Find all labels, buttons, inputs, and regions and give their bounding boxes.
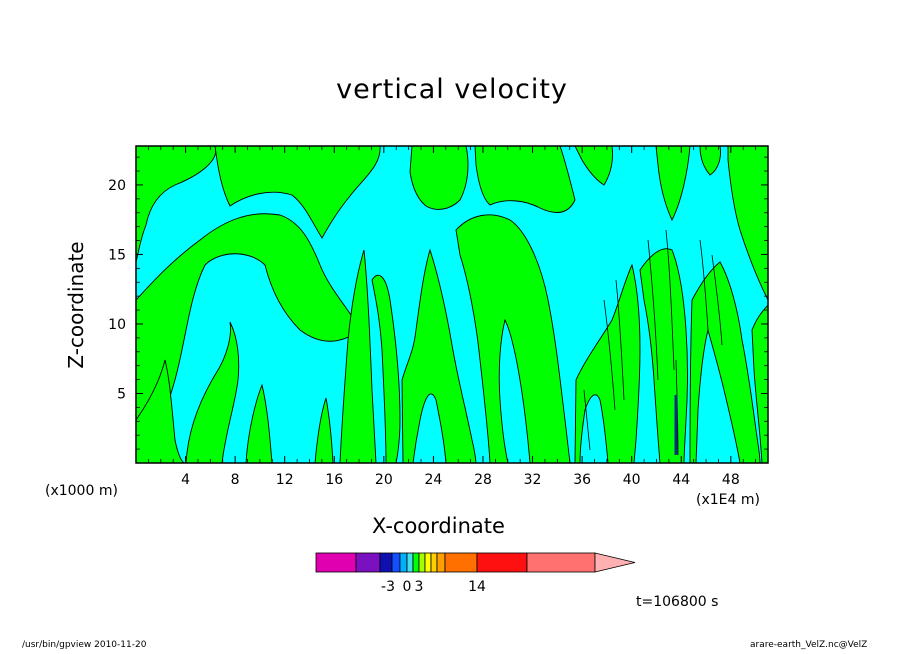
positive-region-3 — [136, 359, 186, 463]
x-tick-label: 20 — [375, 472, 393, 488]
colorbar-extension-arrow — [594, 552, 636, 573]
x-tick-label: 28 — [474, 472, 492, 488]
x-tick-label: 48 — [722, 472, 740, 488]
positive-region-1 — [136, 146, 217, 263]
contour-streak-3 — [647, 239, 659, 381]
x-tick-label: 8 — [231, 472, 240, 488]
positive-region-14 — [574, 263, 641, 463]
colorbar-swatch — [399, 552, 408, 573]
positive-region-6 — [214, 146, 381, 239]
colorbar: -3 0 3 14 — [315, 552, 636, 595]
contour-streak-2 — [615, 279, 625, 401]
colorbar-swatch — [476, 552, 528, 573]
colorbar-swatch — [379, 552, 393, 573]
positive-region-17 — [699, 146, 721, 176]
colorbar-tick-label: 3 — [415, 579, 424, 595]
colorbar-tick-label: 14 — [468, 579, 486, 595]
colorbar-swatch — [391, 552, 401, 573]
y-tick-label: 5 — [117, 386, 126, 402]
positive-region-18 — [727, 146, 768, 301]
contour-streak-6 — [699, 239, 709, 331]
positive-region-16 — [655, 146, 691, 222]
x-tick-label: 40 — [623, 472, 641, 488]
colorbar-swatch — [412, 552, 420, 573]
chart-title: vertical velocity — [336, 74, 568, 105]
footer-file: arare-earth_VelZ.nc@VelZ — [750, 640, 868, 650]
colorbar-swatch — [436, 552, 446, 573]
positive-region-2 — [136, 213, 361, 456]
positive-region-8 — [339, 249, 377, 463]
x-axis-ticks: 4 8 12 16 20 24 28 32 36 40 44 48 — [147, 146, 757, 488]
positive-region-4 — [185, 321, 240, 463]
colorbar-swatch — [430, 552, 438, 573]
contour-streak-8 — [583, 389, 591, 451]
y-tick-label: 10 — [108, 317, 126, 333]
contour-streak-1 — [603, 299, 616, 411]
x-tick-label: 32 — [524, 472, 542, 488]
positive-region-5 — [245, 383, 273, 463]
positive-region-7 — [314, 397, 334, 463]
colorbar-swatch — [315, 552, 357, 573]
x-tick-label: 36 — [573, 472, 591, 488]
positive-region-9 — [371, 274, 401, 463]
x-scale-note: (x1E4 m) — [696, 492, 760, 508]
colorbar-swatch — [418, 552, 426, 573]
time-label: t=106800 s — [636, 594, 719, 610]
x-tick-label: 24 — [424, 472, 442, 488]
x-tick-label: 16 — [325, 472, 343, 488]
x-axis-label: X-coordinate — [372, 514, 505, 538]
colorbar-swatch — [355, 552, 381, 573]
x-tick-label: 4 — [181, 472, 190, 488]
positive-region-11 — [409, 146, 469, 210]
y-tick-label: 20 — [108, 178, 126, 194]
contour-streak-4 — [665, 229, 675, 371]
x-tick-label: 12 — [276, 472, 294, 488]
velocity-field — [136, 146, 768, 463]
colorbar-swatch — [526, 552, 596, 573]
colorbar-swatch — [444, 552, 478, 573]
positive-region-10 — [401, 248, 477, 463]
positive-region-15 — [574, 146, 613, 186]
colorbar-tick-label: -3 — [381, 579, 395, 595]
footer-program: /usr/bin/gpview 2010-11-20 — [22, 640, 147, 650]
colorbar-tick-label: 0 — [403, 579, 412, 595]
colorbar-swatch — [406, 552, 414, 573]
colorbar-swatch — [424, 552, 432, 573]
x-unit-note: (x1000 m) — [45, 483, 118, 499]
plot-frame — [135, 145, 769, 464]
x-tick-label: 44 — [672, 472, 690, 488]
positive-region-13 — [455, 214, 571, 463]
positive-region-12 — [474, 146, 576, 213]
y-tick-label: 15 — [108, 247, 126, 263]
contour-streak-7 — [711, 254, 723, 346]
y-axis-ticks: 5 10 15 20 — [108, 156, 768, 450]
